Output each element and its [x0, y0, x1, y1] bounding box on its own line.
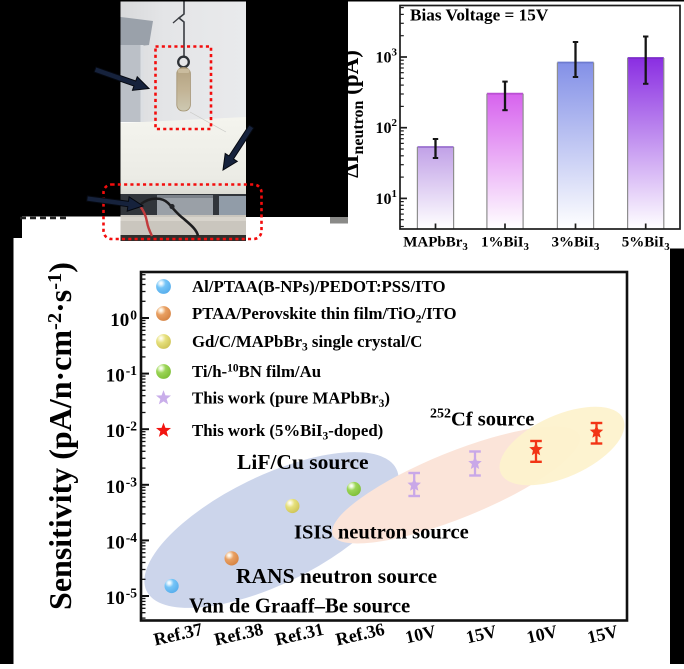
svg-text:This work (5%BiI3-doped): This work (5%BiI3-doped) [192, 421, 383, 442]
svg-text:252Cf source: 252Cf source [430, 407, 534, 431]
svg-text:1%BiI3: 1%BiI3 [481, 235, 530, 253]
svg-text:Gd/C/MAPbBr3 single crystal/C: Gd/C/MAPbBr3 single crystal/C [192, 332, 422, 353]
svg-text:This work (pure MAPbBr3): This work (pure MAPbBr3) [192, 389, 390, 410]
svg-text:3%BiI3: 3%BiI3 [552, 235, 601, 253]
svg-text:Bias Voltage = 15V: Bias Voltage = 15V [410, 6, 549, 25]
svg-text:ISIS neutron source: ISIS neutron source [294, 522, 469, 544]
svg-text:Ti/h-10BN film/Au: Ti/h-10BN film/Au [192, 362, 321, 381]
svg-text:RANS neutron source: RANS neutron source [236, 564, 437, 588]
svg-text:MAPbBr3: MAPbBr3 [403, 235, 468, 253]
svg-text:LiF/Cu source: LiF/Cu source [237, 450, 369, 474]
svg-text:PTAA/Perovskite thin film/TiO2: PTAA/Perovskite thin film/TiO2/ITO [192, 304, 457, 325]
svg-text:Van de Graaff–Be source: Van de Graaff–Be source [189, 596, 410, 618]
svg-text:5%BiI3: 5%BiI3 [622, 235, 671, 253]
svg-text:Al/PTAA(B-NPs)/PEDOT:PSS/ITO: Al/PTAA(B-NPs)/PEDOT:PSS/ITO [192, 277, 446, 296]
